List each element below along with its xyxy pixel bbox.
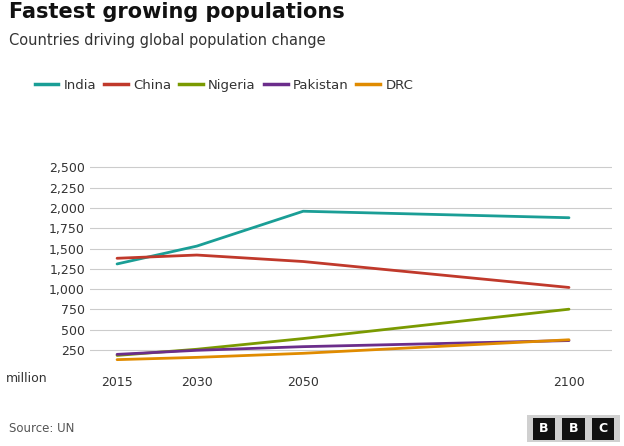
Text: B: B [568, 422, 578, 435]
Nigeria [114, 353, 121, 358]
Pakistan [114, 352, 121, 357]
Text: Fastest growing populations: Fastest growing populations [9, 2, 345, 22]
Text: Source: UN: Source: UN [9, 422, 75, 435]
FancyBboxPatch shape [533, 417, 555, 440]
DRC [193, 355, 200, 360]
Line: India: India [117, 211, 569, 264]
Nigeria [300, 336, 307, 341]
India [114, 261, 121, 267]
India [300, 209, 307, 214]
Text: B: B [539, 422, 548, 435]
Line: Pakistan: Pakistan [117, 341, 569, 355]
India [565, 215, 573, 220]
India [193, 244, 200, 249]
Legend: India, China, Nigeria, Pakistan, DRC: India, China, Nigeria, Pakistan, DRC [34, 78, 413, 91]
DRC [300, 351, 307, 356]
China [114, 256, 121, 261]
Line: China: China [117, 255, 569, 288]
Text: million: million [6, 372, 48, 385]
Text: C: C [598, 422, 608, 435]
Pakistan [300, 344, 307, 349]
Line: DRC: DRC [117, 340, 569, 359]
DRC [565, 337, 573, 343]
Line: Nigeria: Nigeria [117, 309, 569, 355]
China [193, 252, 200, 258]
Nigeria [193, 347, 200, 352]
China [565, 285, 573, 290]
Text: Countries driving global population change: Countries driving global population chan… [9, 33, 326, 49]
Pakistan [565, 338, 573, 343]
DRC [114, 357, 121, 362]
Pakistan [193, 347, 200, 353]
FancyBboxPatch shape [562, 417, 585, 440]
China [300, 259, 307, 264]
FancyBboxPatch shape [592, 417, 614, 440]
Nigeria [565, 306, 573, 312]
